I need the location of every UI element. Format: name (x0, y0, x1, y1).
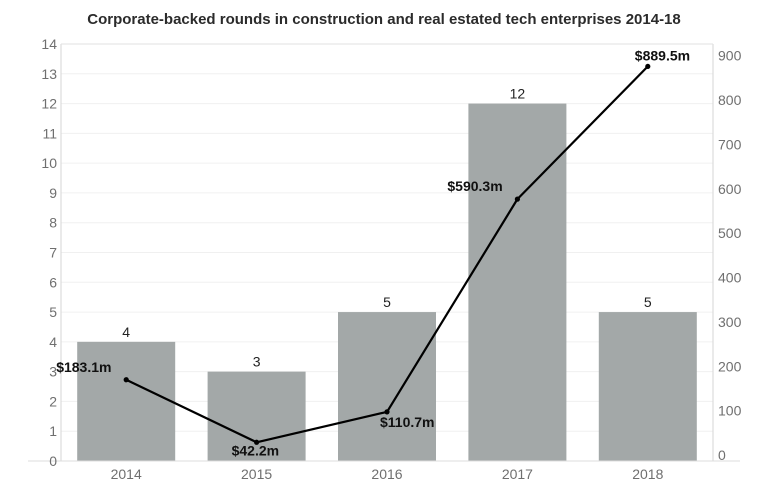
left-tick-label: 7 (49, 245, 57, 261)
right-tick-label: 800 (718, 92, 742, 108)
x-axis-ticks: 2014 2015 2016 2017 2018 (111, 466, 664, 482)
left-tick-label: 3 (49, 364, 57, 380)
bar-value-label: 3 (253, 354, 261, 370)
right-tick-label: 0 (718, 447, 726, 463)
bar (207, 371, 306, 461)
x-tick-label: 2014 (111, 466, 142, 482)
right-tick-label: 700 (718, 136, 742, 152)
bar (468, 103, 567, 462)
line-point (384, 409, 390, 415)
right-tick-label: 100 (718, 403, 742, 419)
line-value-labels: $183.1m $42.2m $110.7m $590.3m $889.5m (56, 47, 690, 458)
right-tick-label: 600 (718, 181, 742, 197)
bar-value-label: 4 (122, 324, 130, 340)
line-point (514, 196, 521, 202)
left-tick-label: 11 (42, 125, 57, 141)
line-value-label: $590.3m (447, 178, 502, 194)
x-tick-label: 2015 (241, 466, 272, 482)
right-tick-label: 300 (718, 314, 742, 330)
x-tick-label: 2017 (502, 466, 533, 482)
right-tick-label: 200 (718, 358, 742, 374)
left-tick-label: 2 (49, 393, 57, 409)
left-tick-label: 4 (49, 334, 57, 350)
left-tick-label: 10 (41, 155, 57, 171)
left-tick-label: 5 (49, 304, 57, 320)
right-tick-label: 500 (718, 225, 742, 241)
left-tick-label: 13 (41, 66, 57, 82)
right-tick-label: 900 (718, 48, 742, 64)
x-tick-label: 2016 (371, 466, 402, 482)
line-value-label: $110.7m (380, 414, 435, 430)
left-tick-label: 14 (41, 36, 57, 52)
chart-title: Corporate-backed rounds in construction … (87, 11, 681, 28)
line-point (123, 377, 129, 383)
left-tick-label: 8 (49, 215, 57, 231)
left-tick-label: 1 (49, 423, 57, 439)
bar-value-label: 5 (644, 294, 652, 310)
bar-value-label: 5 (383, 294, 391, 310)
left-tick-label: 6 (49, 274, 57, 290)
line-value-label: $183.1m (56, 359, 111, 375)
bar-value-labels: 4 3 5 12 5 (122, 86, 652, 370)
axes (28, 43, 740, 462)
bar (77, 341, 176, 461)
left-tick-label: 9 (49, 185, 57, 201)
right-axis-ticks: 0 100 200 300 400 500 600 700 800 900 (718, 48, 742, 463)
left-tick-label: 0 (49, 453, 57, 469)
x-tick-label: 2018 (632, 466, 663, 482)
bar-series (77, 103, 697, 462)
line-point (645, 63, 651, 70)
line-value-label: $889.5m (635, 47, 690, 63)
line-value-label: $42.2m (232, 442, 279, 458)
right-tick-label: 400 (718, 270, 742, 286)
left-tick-label: 12 (41, 96, 57, 112)
bar (598, 312, 697, 461)
line-point (254, 439, 260, 445)
bar-value-label: 12 (510, 86, 526, 102)
bar (338, 312, 436, 461)
line-series (123, 63, 651, 445)
